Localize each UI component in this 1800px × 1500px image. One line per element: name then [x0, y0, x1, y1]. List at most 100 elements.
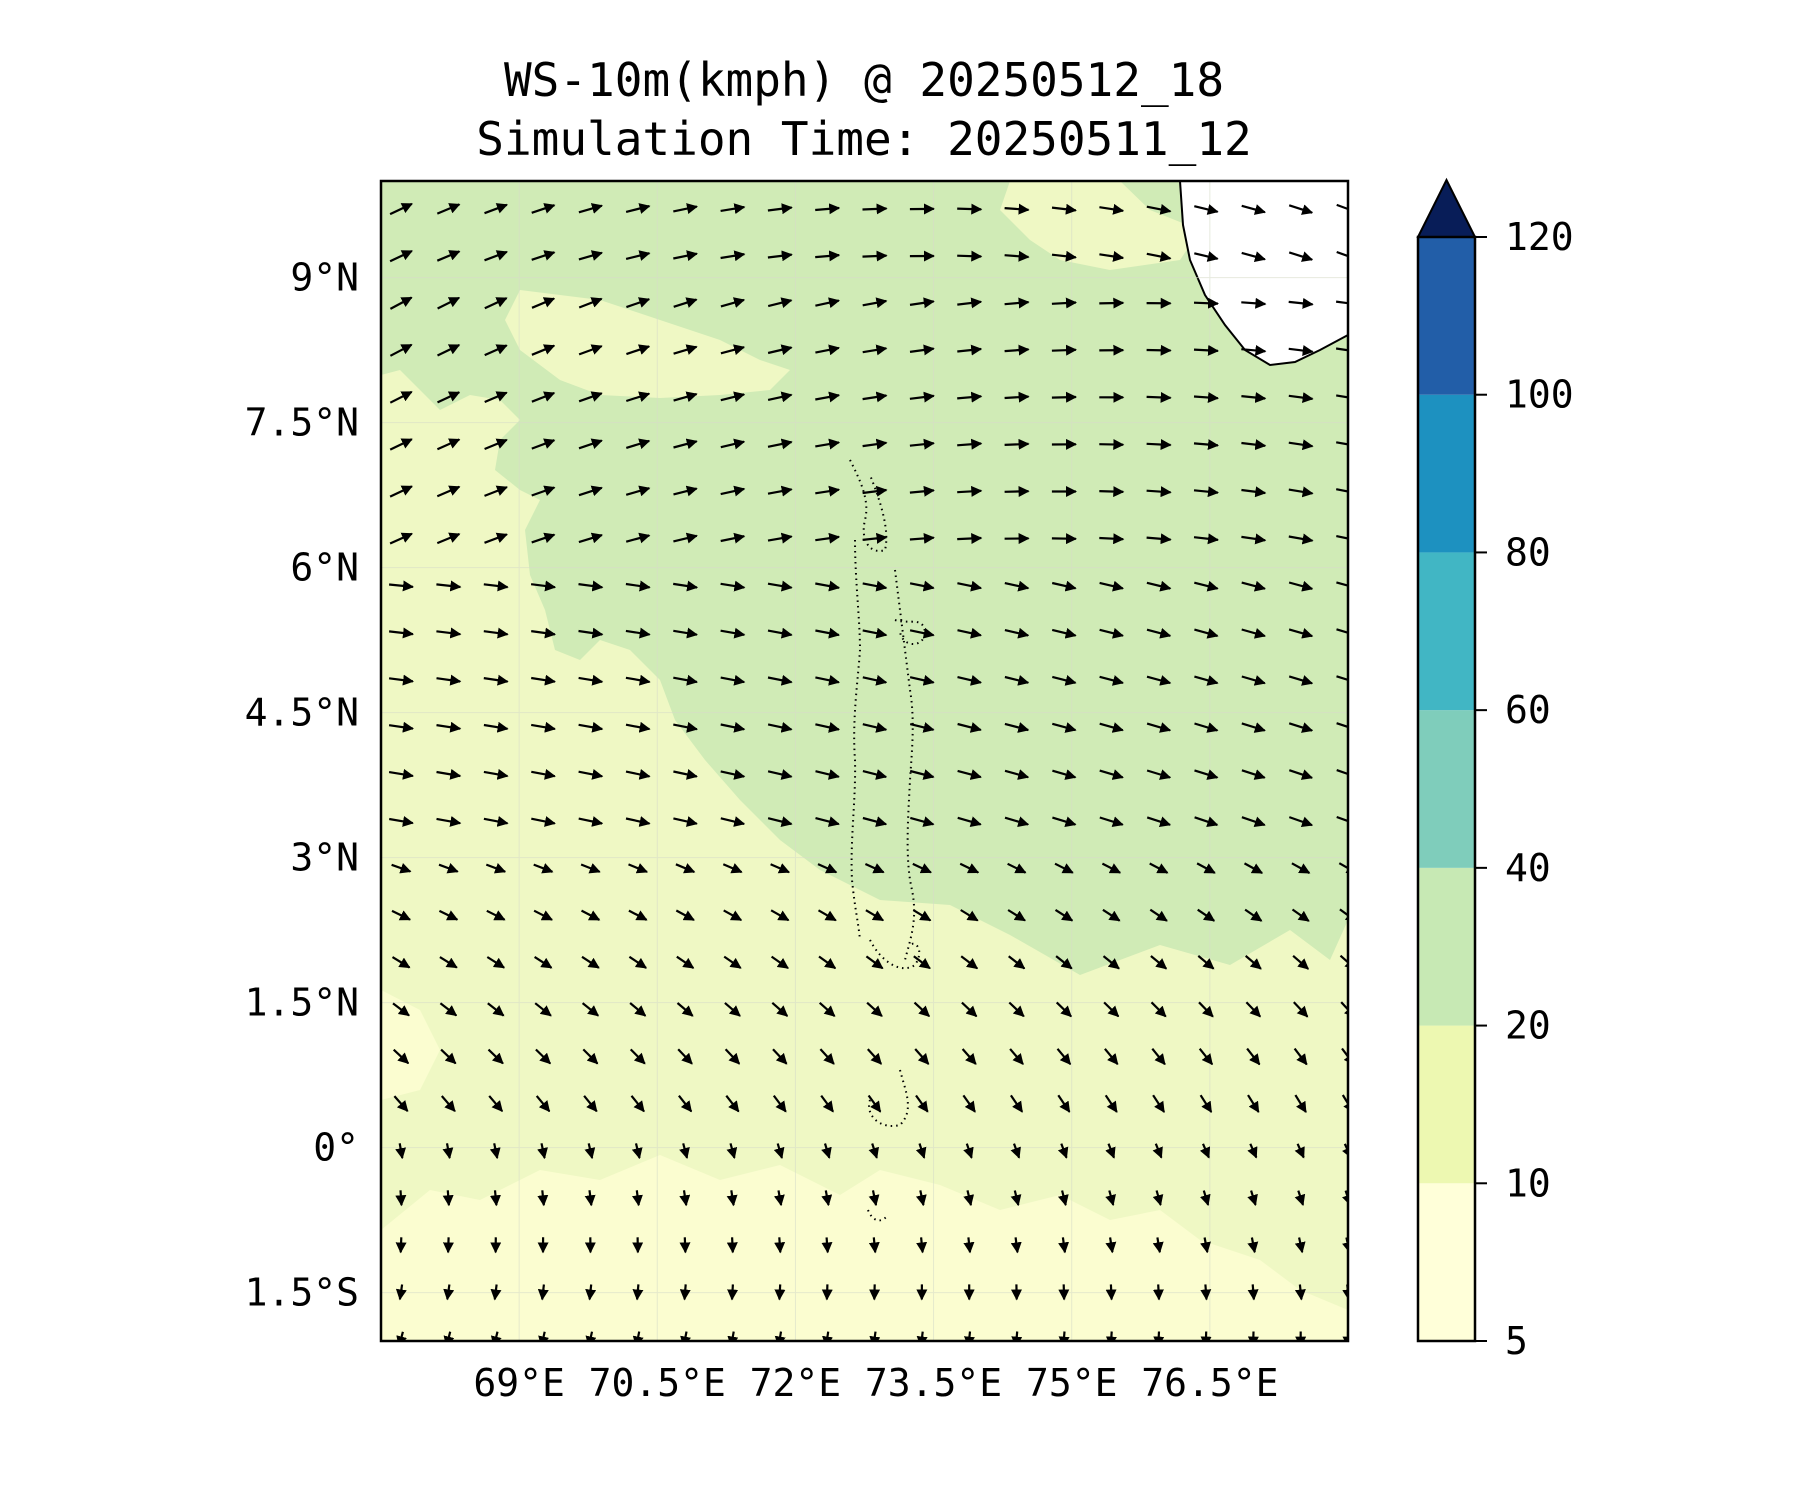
wind-arrow [1247, 1284, 1259, 1301]
wind-arrow [1336, 769, 1348, 776]
wind-arrow [1288, 675, 1314, 686]
wind-arrow [1241, 344, 1267, 356]
wind-arrow [578, 203, 603, 214]
wind-arrow [1199, 1143, 1211, 1159]
wind-arrow [915, 1094, 929, 1113]
colorbar-extend-arrow [1416, 177, 1477, 238]
wind-arrow [1335, 300, 1348, 305]
wind-arrow [535, 1095, 551, 1113]
wind-arrow [957, 203, 983, 215]
wind-arrow [727, 1331, 739, 1341]
wind-arrow [1245, 1001, 1261, 1018]
wind-arrow [1153, 1331, 1165, 1341]
wind-arrow [1152, 1237, 1164, 1254]
wind-arrow [1099, 297, 1125, 309]
wind-arrow [389, 532, 413, 545]
wind-arrow [484, 297, 508, 310]
wind-arrow [821, 1284, 833, 1301]
wind-arrow [957, 532, 983, 544]
wind-arrow [1194, 722, 1219, 733]
wind-arrow [957, 250, 983, 262]
wind-arrow [389, 485, 413, 498]
wind-arrow [578, 297, 603, 309]
wind-arrow [864, 862, 885, 874]
wind-arrow [1004, 297, 1030, 309]
wind-arrow [1341, 1094, 1348, 1114]
wind-arrow [963, 1237, 975, 1254]
wind-arrow [484, 485, 508, 497]
wind-arrow [673, 344, 698, 355]
wind-arrow [767, 391, 793, 403]
colorbar-swatch [1418, 552, 1475, 711]
wind-arrow [1291, 862, 1311, 874]
wind-arrow [774, 1237, 786, 1254]
wind-arrow [531, 627, 556, 639]
wind-arrow [1004, 816, 1030, 827]
wind-arrow [1198, 1048, 1214, 1066]
wind-arrow [1241, 769, 1266, 780]
wind-arrow [720, 203, 746, 215]
wind-arrow [1004, 438, 1030, 450]
wind-arrow [1146, 722, 1172, 733]
colorbar-swatch [1418, 867, 1475, 1026]
lat-tick-label: 4.5°N [245, 691, 359, 735]
wind-arrow [915, 1190, 927, 1207]
colorbar-frame [1416, 235, 1477, 1343]
wind-arrow [486, 909, 506, 921]
wind-arrow [1004, 722, 1030, 733]
wind-arrow [957, 674, 982, 686]
wind-arrow [1339, 954, 1348, 970]
wind-arrow [436, 627, 462, 639]
wind-arrow [1150, 1001, 1167, 1018]
lon-tick-label: 72°E [750, 1361, 842, 1405]
wind-arrow [909, 627, 935, 639]
wind-arrow [770, 909, 790, 922]
wind-arrow [673, 485, 698, 497]
colorbar-swatch [1418, 1025, 1475, 1184]
wind-arrow [1057, 1190, 1069, 1207]
wind-arrow [443, 1331, 455, 1341]
wind-arrow [1241, 580, 1266, 592]
wind-arrow [625, 816, 651, 827]
wind-arrow [1146, 486, 1172, 498]
wind-arrow [1104, 1094, 1118, 1113]
wind-arrow [1335, 488, 1348, 493]
wind-arrow [1241, 392, 1267, 403]
wind-arrow [865, 955, 884, 970]
wind-arrow [1007, 862, 1027, 874]
wind-arrow [582, 1048, 599, 1065]
wind-arrow [1146, 439, 1172, 450]
lat-tick-label: 6°N [290, 546, 359, 590]
wind-arrow [963, 1331, 975, 1341]
wind-arrow [1102, 908, 1121, 922]
wind-arrow [1288, 204, 1314, 215]
wind-arrow [436, 485, 461, 498]
wind-arrow [1011, 1331, 1023, 1341]
wind-arrow [909, 485, 935, 497]
wind-arrow [862, 485, 888, 497]
wind-arrow [815, 203, 841, 215]
wind-arrow [910, 816, 935, 827]
wind-arrow [629, 1002, 647, 1017]
lon-tick-label: 75°E [1026, 1361, 1118, 1405]
wind-arrow [578, 344, 603, 356]
wind-arrow [1241, 204, 1266, 215]
wind-arrow [483, 768, 509, 780]
wind-arrow [490, 1331, 502, 1341]
wind-arrow [957, 391, 983, 403]
wind-arrow [912, 909, 932, 922]
wind-arrow [625, 203, 651, 214]
wind-arrow [1146, 627, 1172, 639]
wind-arrow [395, 1143, 407, 1160]
wind-arrow [1152, 1143, 1163, 1159]
wind-arrow [388, 627, 414, 639]
wind-arrow [581, 1002, 600, 1017]
wind-arrow [535, 1048, 551, 1065]
wind-arrow [821, 1190, 833, 1207]
wind-arrow [1335, 347, 1348, 352]
wind-arrow [389, 343, 413, 357]
wind-arrow [1336, 535, 1348, 540]
wind-arrow [437, 391, 461, 404]
wind-arrow [581, 955, 600, 969]
wind-arrow [484, 438, 508, 451]
